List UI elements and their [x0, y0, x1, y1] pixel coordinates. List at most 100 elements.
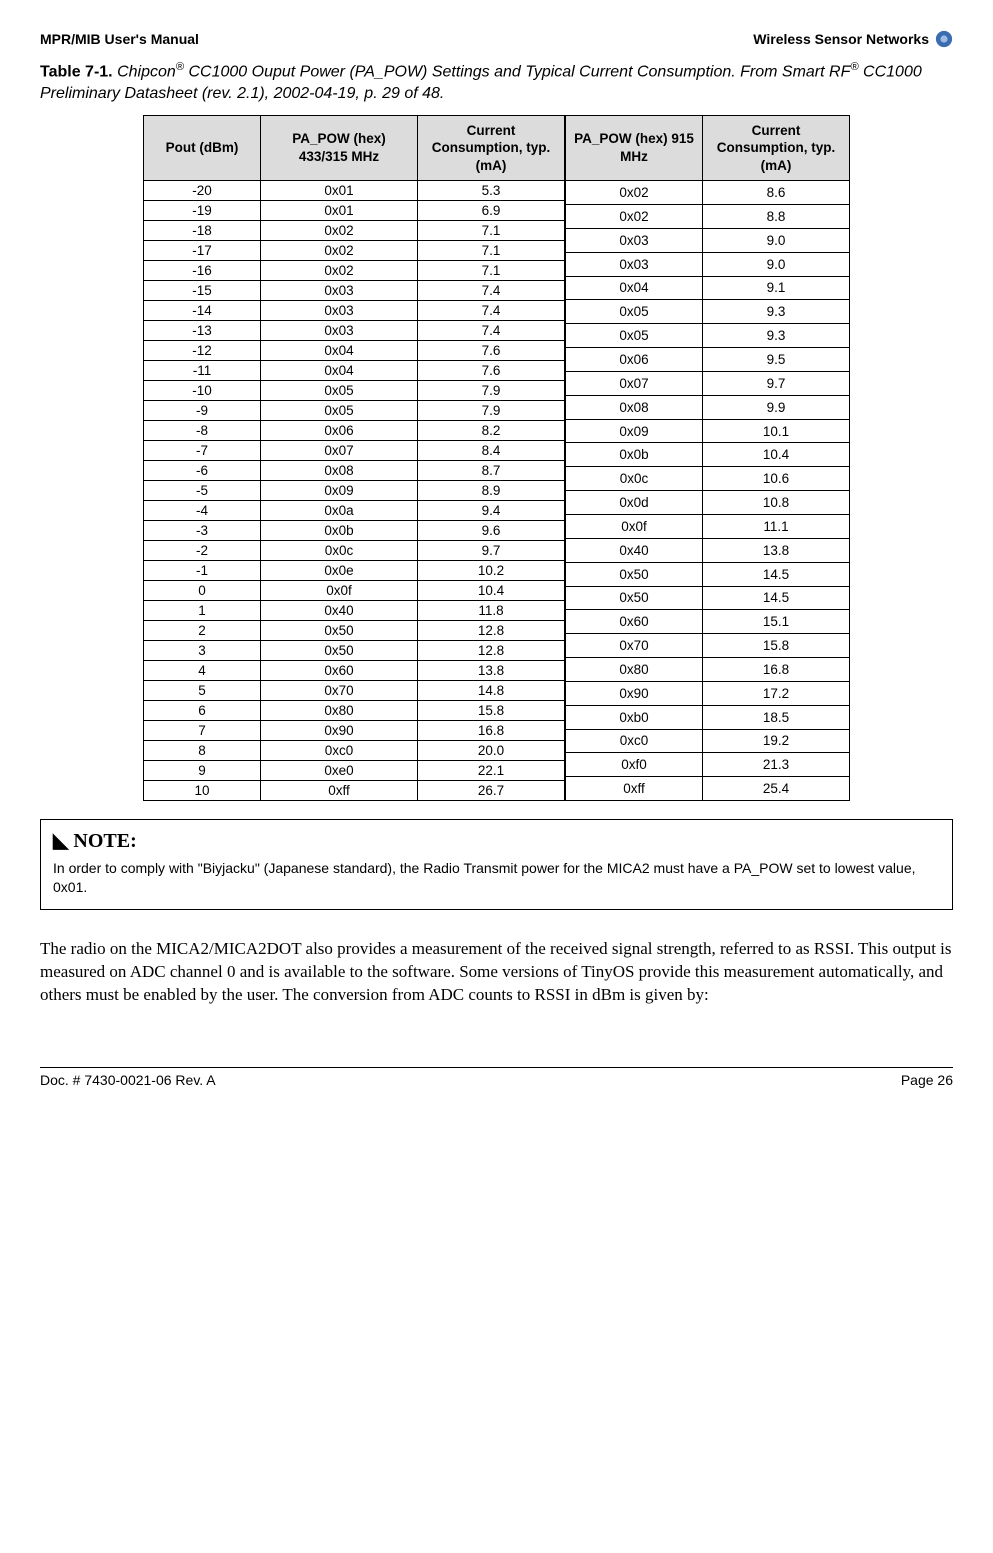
- table-cell: -3: [144, 521, 261, 541]
- table-cell: 0x06: [261, 421, 418, 441]
- table-cell: 0xf0: [566, 753, 703, 777]
- table-cell: 0x01: [261, 201, 418, 221]
- table-cell: 7.4: [418, 321, 565, 341]
- table-cell: 9.4: [418, 501, 565, 521]
- table-cell: -16: [144, 261, 261, 281]
- table-cell: 0: [144, 581, 261, 601]
- note-title: ◣ NOTE:: [53, 828, 940, 853]
- table-row: 0x028.6: [566, 181, 850, 205]
- table-cell: 0x0a: [261, 501, 418, 521]
- footer-right: Page 26: [901, 1072, 953, 1088]
- table-cell: -8: [144, 421, 261, 441]
- table-row: 90xe022.1: [144, 761, 565, 781]
- table-row: 0x079.7: [566, 371, 850, 395]
- table-cell: 8.2: [418, 421, 565, 441]
- table-cell: -18: [144, 221, 261, 241]
- table-row: -60x088.7: [144, 461, 565, 481]
- page-header: MPR/MIB User's Manual Wireless Sensor Ne…: [40, 30, 953, 48]
- table-cell: 7.9: [418, 381, 565, 401]
- table-cell: 0x50: [566, 586, 703, 610]
- table-body-right: 0x028.60x028.80x039.00x039.00x049.10x059…: [566, 181, 850, 801]
- table-row: 80xc020.0: [144, 741, 565, 761]
- table-row: 00x0f10.4: [144, 581, 565, 601]
- caption-sup-1: ®: [176, 61, 184, 73]
- table-cell: 10.6: [703, 467, 850, 491]
- table-row: -170x027.1: [144, 241, 565, 261]
- table-cell: 10.4: [703, 443, 850, 467]
- table-row: 0x039.0: [566, 228, 850, 252]
- table-cell: -9: [144, 401, 261, 421]
- table-row: 0x0d10.8: [566, 491, 850, 515]
- table-row: 50x7014.8: [144, 681, 565, 701]
- table-cell: 16.8: [703, 658, 850, 682]
- table-row: 10x4011.8: [144, 601, 565, 621]
- table-cell: 0x0b: [566, 443, 703, 467]
- table-cell: 10.4: [418, 581, 565, 601]
- table-cell: 0x03: [566, 252, 703, 276]
- table-cell: 0x08: [261, 461, 418, 481]
- table-cell: -20: [144, 181, 261, 201]
- table-cell: 0x70: [566, 634, 703, 658]
- col-header: PA_POW (hex) 915 MHz: [566, 115, 703, 181]
- table-row: 0x059.3: [566, 300, 850, 324]
- table-cell: 14.8: [418, 681, 565, 701]
- table-row: 0xf021.3: [566, 753, 850, 777]
- table-cell: 7.4: [418, 281, 565, 301]
- table-cell: 17.2: [703, 681, 850, 705]
- table-cell: 11.1: [703, 514, 850, 538]
- table-row: 0x089.9: [566, 395, 850, 419]
- col-header: PA_POW (hex) 433/315 MHz: [261, 115, 418, 181]
- table-cell: 8.7: [418, 461, 565, 481]
- table-cell: 25.4: [703, 777, 850, 801]
- power-table-433: Pout (dBm) PA_POW (hex) 433/315 MHz Curr…: [143, 115, 565, 802]
- table-cell: -11: [144, 361, 261, 381]
- note-body: In order to comply with "Biyjacku" (Japa…: [53, 859, 940, 897]
- table-cell: 7.1: [418, 261, 565, 281]
- table-row: 0x049.1: [566, 276, 850, 300]
- table-cell: 0x07: [566, 371, 703, 395]
- table-row: -100x057.9: [144, 381, 565, 401]
- table-cell: 0xff: [566, 777, 703, 801]
- table-cell: -1: [144, 561, 261, 581]
- table-cell: 0x70: [261, 681, 418, 701]
- col-header: Pout (dBm): [144, 115, 261, 181]
- table-cell: 26.7: [418, 781, 565, 801]
- table-body-left: -200x015.3-190x016.9-180x027.1-170x027.1…: [144, 181, 565, 801]
- table-cell: 13.8: [418, 661, 565, 681]
- caption-label: Table 7-1.: [40, 63, 113, 80]
- col-header: Current Consumption, typ. (mA): [703, 115, 850, 181]
- table-row: -90x057.9: [144, 401, 565, 421]
- table-row: -180x027.1: [144, 221, 565, 241]
- table-caption: Table 7-1. Chipcon® CC1000 Ouput Power (…: [40, 60, 953, 105]
- table-cell: 20.0: [418, 741, 565, 761]
- table-cell: 0x80: [261, 701, 418, 721]
- table-row: 0x069.5: [566, 348, 850, 372]
- table-cell: -6: [144, 461, 261, 481]
- table-cell: 3: [144, 641, 261, 661]
- table-cell: 0xe0: [261, 761, 418, 781]
- table-cell: 0x0f: [566, 514, 703, 538]
- table-cell: 5.3: [418, 181, 565, 201]
- table-cell: -10: [144, 381, 261, 401]
- table-row: 40x6013.8: [144, 661, 565, 681]
- table-cell: 0x02: [261, 241, 418, 261]
- table-cell: -4: [144, 501, 261, 521]
- table-row: 0x5014.5: [566, 586, 850, 610]
- table-cell: 7.6: [418, 341, 565, 361]
- table-cell: 0x05: [566, 324, 703, 348]
- table-cell: 9.0: [703, 252, 850, 276]
- table-cell: 15.1: [703, 610, 850, 634]
- header-right-text: Wireless Sensor Networks: [753, 31, 929, 47]
- table-cell: 0x80: [566, 658, 703, 682]
- table-row: 0x0910.1: [566, 419, 850, 443]
- table-row: 0xc019.2: [566, 729, 850, 753]
- table-cell: 1: [144, 601, 261, 621]
- table-row: 20x5012.8: [144, 621, 565, 641]
- table-row: 0x9017.2: [566, 681, 850, 705]
- table-cell: 7.1: [418, 241, 565, 261]
- table-cell: -15: [144, 281, 261, 301]
- table-cell: 0x50: [566, 562, 703, 586]
- table-cell: 8.6: [703, 181, 850, 205]
- table-cell: 4: [144, 661, 261, 681]
- table-cell: 9.6: [418, 521, 565, 541]
